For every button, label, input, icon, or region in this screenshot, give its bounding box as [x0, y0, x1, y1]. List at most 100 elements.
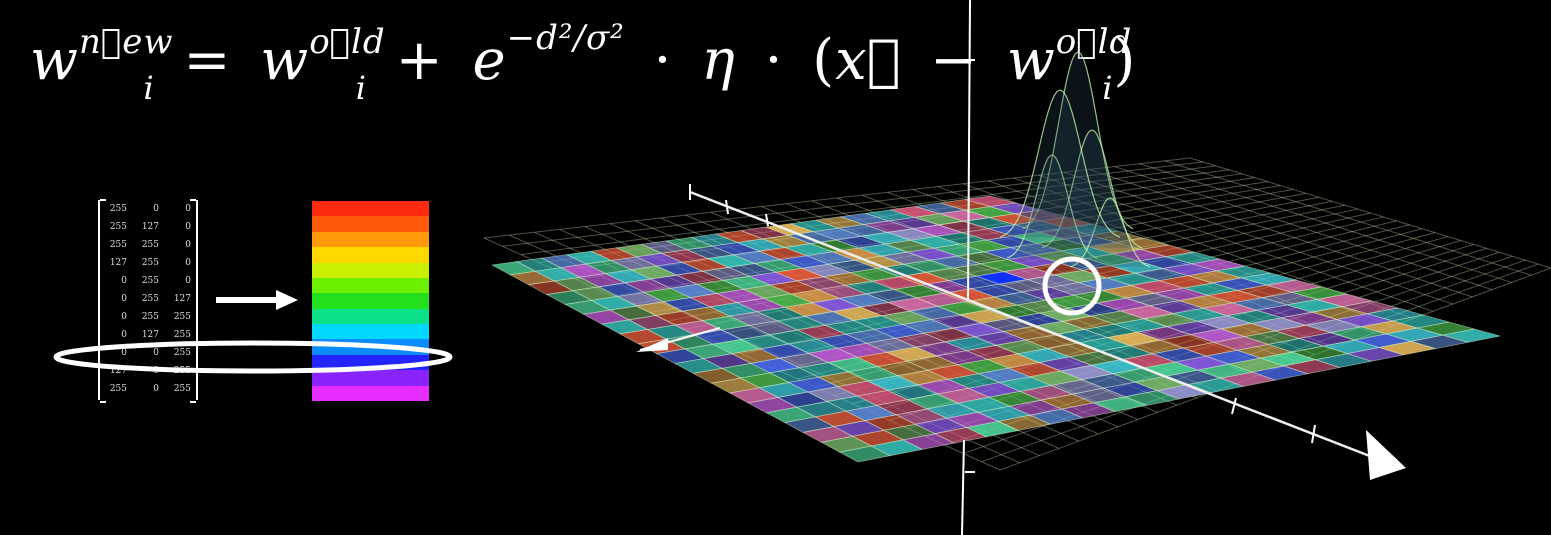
highlight-ring-matrix	[53, 340, 453, 374]
grid-line	[1164, 160, 1532, 276]
rainbow-band	[312, 201, 429, 217]
matrix-cell: 255	[109, 384, 127, 394]
matrix-cell: 255	[109, 204, 127, 214]
grid-cell	[1442, 328, 1501, 343]
rainbow-band	[312, 216, 429, 232]
eq-plus: +	[395, 28, 444, 93]
matrix-row: 0 127 255	[100, 326, 196, 344]
eq-sup-new: n⃗ew	[78, 22, 174, 62]
grid-line	[520, 165, 1216, 256]
rainbow-band	[312, 385, 429, 401]
eq-eta: η	[701, 28, 736, 93]
matrix-cell: 255	[109, 222, 127, 232]
rgb-matrix: 255 0 0 255 127 0 255 255 0 127 255 0 0 255 0 0 255 127 0 2…	[98, 199, 198, 403]
matrix-row: 0 0 255	[100, 344, 196, 362]
axes	[636, 0, 1406, 535]
rainbow-band	[312, 308, 429, 324]
grid-line	[1063, 171, 1453, 305]
eq-lparen: (	[812, 28, 836, 93]
rainbow-band	[312, 277, 429, 294]
gaussian-bumps	[999, 51, 1151, 268]
matrix-cell: 0	[121, 294, 127, 304]
matrix-cell: 255	[141, 258, 159, 268]
axis-arrowhead-icon	[1366, 430, 1406, 480]
matrix-row: 0 255 255	[100, 308, 196, 326]
som-grid-cells	[490, 195, 1501, 463]
eq-sup-old: o⃗ld	[1055, 22, 1133, 62]
matrix-row: 0 255 127	[100, 290, 196, 308]
matrix-cell: 127	[141, 330, 159, 340]
matrix-row: 127 255 0	[100, 254, 196, 272]
matrix-row: 255 0 0	[100, 200, 196, 218]
grid-line	[1114, 166, 1493, 291]
grid-line	[1038, 174, 1434, 312]
gaussian-curve	[1069, 197, 1151, 268]
grid-line	[483, 157, 1191, 239]
eq-x: x⃗	[835, 28, 902, 93]
matrix-cell: 255	[109, 240, 127, 250]
matrix-row: 255 0 255	[100, 380, 196, 398]
highlight-ring-grid	[1042, 256, 1102, 316]
x-axis	[689, 190, 1381, 462]
eq-sub-i: i	[355, 69, 367, 107]
eq-dot: ·	[653, 28, 673, 93]
matrix-cell: 0	[121, 312, 127, 322]
eq-w: w	[30, 28, 79, 93]
rainbow-band	[312, 370, 429, 386]
matrix-cell: 0	[153, 384, 159, 394]
matrix-cell: 127	[141, 222, 159, 232]
eq-rparen: )	[1113, 28, 1137, 93]
matrix-cell: 0	[185, 276, 191, 286]
eq-equals: =	[183, 28, 232, 93]
matrix-cell: 255	[173, 348, 191, 358]
matrix-cell: 0	[153, 204, 159, 214]
rainbow-strip	[312, 201, 429, 401]
vertical-axis	[967, 0, 971, 301]
axis-tick	[1231, 397, 1237, 415]
matrix-cell: 255	[173, 312, 191, 322]
matrix-cell: 0	[121, 276, 127, 286]
matrix-cell: 0	[153, 348, 159, 358]
eq-sub-i: i	[1102, 69, 1114, 107]
eq-w-old: w	[1006, 28, 1056, 93]
matrix-cell: 127	[109, 366, 127, 376]
annotations	[53, 256, 1102, 374]
matrix-cell: 255	[141, 312, 159, 322]
axis-arrowhead-icon	[636, 338, 668, 352]
arrow-right-icon	[276, 290, 298, 310]
eq-e: e	[472, 28, 507, 93]
grid-line	[502, 161, 1203, 247]
matrix-cell: 127	[173, 294, 191, 304]
matrix-cell: 0	[185, 204, 191, 214]
matrix-cell: 0	[121, 330, 127, 340]
rainbow-band	[312, 324, 429, 340]
rainbow-band	[312, 293, 429, 309]
matrix-cell: 255	[173, 330, 191, 340]
matrix-cell: 0	[185, 240, 191, 250]
matrix-cell: 255	[141, 240, 159, 250]
vertical-axis-lower	[961, 439, 965, 535]
eq-w-old: w	[260, 28, 310, 93]
grid-line	[1189, 157, 1551, 269]
grid-line	[1139, 163, 1512, 283]
eq-sup-old: o⃗ld	[309, 22, 386, 62]
eq-sub-i: i	[143, 69, 155, 107]
matrix-cell: 255	[141, 294, 159, 304]
matrix-cell: 0	[121, 348, 127, 358]
matrix-cell: 127	[109, 258, 127, 268]
matrix-cell: 0	[185, 258, 191, 268]
grid-line	[1088, 168, 1473, 298]
matrix-row: 255 127 0	[100, 218, 196, 236]
rainbow-band	[312, 247, 429, 263]
gaussian-curve	[999, 89, 1121, 238]
axis-tick	[1311, 424, 1316, 444]
matrix-row: 0 255 0	[100, 272, 196, 290]
gaussian-curve	[1006, 154, 1098, 259]
eq-dot: ·	[764, 28, 784, 93]
matrix-row: 255 255 0	[100, 236, 196, 254]
matrix-cell: 255	[173, 384, 191, 394]
axis-tick	[765, 213, 769, 227]
matrix-cell: 255	[141, 276, 159, 286]
eq-exponent: −d²/σ²	[506, 18, 625, 58]
